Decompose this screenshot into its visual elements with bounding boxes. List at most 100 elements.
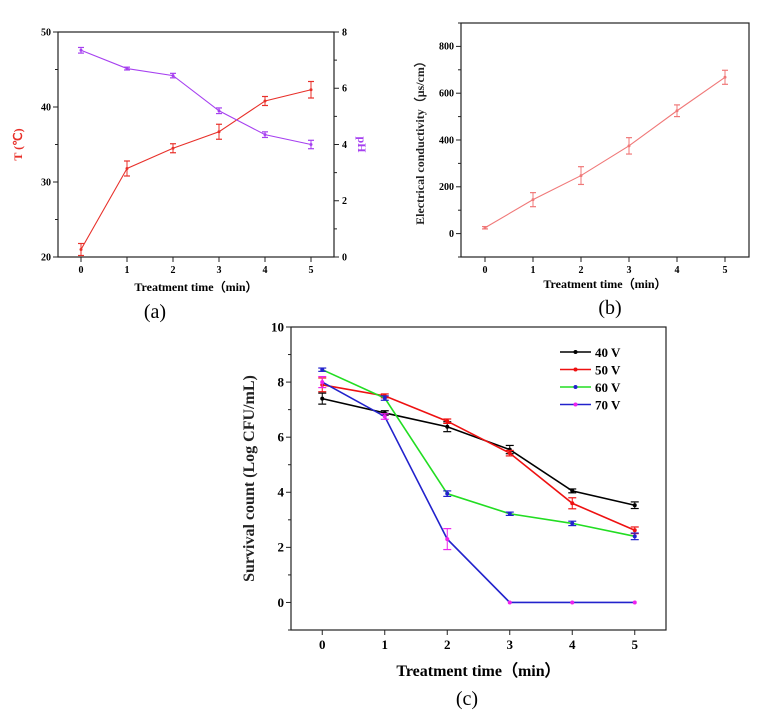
data-point	[382, 396, 387, 401]
y-tick-label: 400	[439, 135, 454, 146]
data-point	[445, 537, 450, 542]
data-point	[507, 511, 512, 516]
data-point	[320, 380, 325, 385]
y-tick-label: 0	[449, 229, 454, 240]
y-tick-label: 0	[278, 595, 285, 610]
x-tick-label: 0	[319, 637, 326, 652]
data-point	[125, 67, 129, 71]
y2-tick-label: 0	[342, 252, 347, 263]
y-tick-label: 10	[271, 319, 284, 334]
y-axis-label: Survival count (Log CFU/mL)	[241, 375, 258, 582]
series-50v	[318, 377, 639, 535]
x-tick-label: 4	[569, 637, 576, 652]
legend-marker	[573, 402, 578, 407]
data-point	[507, 451, 512, 456]
panel-caption: (c)	[456, 688, 478, 710]
panel-caption: (a)	[144, 301, 166, 323]
data-point	[445, 419, 450, 424]
panel-caption: (b)	[598, 297, 621, 319]
y2-axis-label: pH	[355, 136, 369, 153]
legend-label: 60 V	[595, 380, 621, 395]
x-tick-label: 4	[675, 265, 680, 276]
series-60v	[318, 367, 639, 541]
data-point	[445, 491, 450, 496]
legend-marker	[573, 367, 578, 372]
y2-tick-label: 2	[342, 196, 347, 207]
y2-tick-label: 4	[342, 140, 347, 151]
data-point	[675, 109, 679, 113]
legend-label: 70 V	[595, 398, 621, 413]
x-tick-label: 0	[79, 265, 84, 276]
data-point	[79, 248, 83, 251]
series-line	[322, 384, 636, 532]
series-line	[80, 49, 312, 146]
series-0	[78, 80, 314, 257]
x-tick-label: 3	[217, 265, 222, 276]
y-tick-label: 40	[41, 102, 51, 113]
x-tick-label: 5	[309, 265, 314, 276]
legend-label: 50 V	[595, 363, 621, 378]
plot-frame	[57, 31, 335, 258]
x-axis-label: Treatment time（min）	[134, 279, 257, 294]
data-point	[627, 144, 631, 148]
y-tick-label: 30	[41, 177, 51, 188]
x-tick-label: 4	[263, 265, 268, 276]
data-point	[320, 367, 325, 372]
data-point	[507, 600, 512, 605]
legend-label: 40 V	[595, 345, 621, 360]
series-line	[322, 397, 635, 506]
data-point	[171, 74, 175, 78]
series-1	[78, 46, 314, 150]
plot-frame	[290, 326, 667, 631]
x-tick-label: 0	[483, 265, 488, 276]
y-tick-label: 50	[41, 27, 51, 38]
data-point	[570, 600, 575, 605]
x-tick-label: 3	[627, 265, 632, 276]
data-point	[632, 600, 637, 605]
x-tick-label: 5	[632, 637, 639, 652]
y-tick-label: 2	[278, 540, 285, 555]
legend: 40 V 50 V 60 V 70 V	[560, 345, 621, 413]
data-point	[632, 528, 637, 533]
x-tick-label: 1	[531, 265, 536, 276]
series-line	[80, 89, 312, 250]
x-tick-label: 5	[723, 265, 728, 276]
data-point	[263, 99, 267, 103]
data-point	[217, 109, 221, 113]
y-tick-label: 8	[278, 374, 285, 389]
data-point	[632, 503, 637, 508]
data-point	[579, 174, 583, 178]
data-point	[570, 501, 575, 506]
data-point	[723, 75, 727, 79]
x-tick-label: 1	[125, 265, 130, 276]
y-tick-label: 800	[439, 42, 454, 53]
data-point	[445, 424, 450, 429]
x-tick-label: 2	[444, 637, 451, 652]
data-point	[531, 198, 535, 202]
chart-c: 0 1 2 3 4 5 0 2 4 6 8 10 Treatment time（min） Survival…	[241, 319, 667, 710]
series-0	[482, 69, 728, 230]
y2-tick-label: 6	[342, 84, 347, 95]
y-tick-label: 20	[41, 252, 51, 263]
series-70v	[318, 375, 637, 605]
data-point	[570, 488, 575, 493]
chart-b: 0 1 2 3 4 5 0 200 400 600 800 Treatment time（min） El…	[412, 22, 750, 319]
y-tick-label: 6	[278, 430, 285, 445]
series-line	[321, 381, 635, 604]
y-tick-label: 200	[439, 182, 454, 193]
series-40v	[318, 392, 639, 510]
data-point	[309, 88, 313, 92]
x-tick-label: 1	[382, 637, 389, 652]
series-line	[484, 76, 726, 229]
x-tick-label: 2	[171, 265, 176, 276]
data-point	[171, 146, 175, 150]
legend-marker	[573, 350, 578, 354]
x-axis-label: Treatment time（min）	[543, 276, 666, 291]
data-point	[125, 167, 129, 170]
x-tick-label: 3	[507, 637, 514, 652]
y-tick-label: 600	[439, 89, 454, 100]
data-point	[217, 130, 221, 134]
y2-tick-label: 8	[342, 27, 347, 38]
y-axis-label: Electrical conductivity（μs/cm）	[412, 55, 427, 225]
